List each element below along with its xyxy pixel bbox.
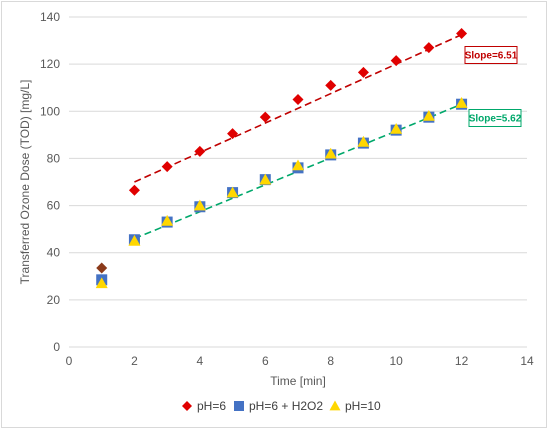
data-point-triangle (357, 135, 370, 147)
legend-label-ph10: pH=10 (345, 399, 381, 413)
data-point-diamond (423, 42, 435, 54)
data-point-triangle (193, 199, 206, 211)
legend-item-ph6-h2o2: pH=6 + H2O2 (234, 399, 323, 413)
data-point-triangle (259, 173, 272, 185)
trendlines (134, 33, 462, 240)
data-point-triangle (390, 122, 403, 134)
legend-label-ph6-h2o2: pH=6 + H2O2 (249, 399, 323, 413)
x-tick-label: 10 (389, 354, 403, 368)
data-point-diamond (227, 128, 239, 140)
legend-marker-triangle (329, 400, 341, 411)
data-point-triangle (324, 147, 337, 159)
y-tick-label: 60 (47, 199, 61, 213)
x-axis-title: Time [min] (270, 374, 326, 388)
data-point-triangle (226, 186, 239, 198)
data-point-triangle (128, 234, 141, 246)
legend-item-ph6: pH=6 (182, 399, 226, 413)
data-point-diamond (456, 28, 468, 39)
chart-frame: 0 20 40 60 80 100 120 140 0 2 4 6 8 10 12 14 Time [min]… (1, 1, 547, 428)
legend-item-ph10: pH=10 (329, 399, 381, 413)
data-point-diamond (96, 262, 108, 274)
y-tick-label: 0 (53, 340, 60, 354)
data-point-triangle (422, 110, 435, 121)
y-tick-label: 100 (40, 104, 60, 118)
legend: pH=6 pH=6 + H2O2 pH=10 (182, 399, 381, 413)
data-point-triangle (455, 97, 468, 108)
legend-label-ph6: pH=6 (197, 399, 226, 413)
legend-marker-square (234, 401, 244, 411)
y-axis-title: Transferred Ozone Dose (TOD) [mg/L] (18, 80, 32, 285)
x-tick-label: 2 (131, 354, 138, 368)
data-point-diamond (357, 66, 369, 78)
slope-annotation-h2o2: Slope=5.62 (468, 109, 522, 127)
trendline (134, 33, 462, 183)
slope-label-ph6: Slope=6.51 (465, 51, 518, 62)
chart: 0 20 40 60 80 100 120 140 0 2 4 6 8 10 12 14 Time [min]… (18, 10, 534, 413)
data-point-diamond (194, 145, 206, 157)
data-point-diamond (292, 94, 304, 105)
slope-label-h2o2: Slope=5.62 (469, 114, 522, 125)
x-tick-label: 0 (66, 354, 73, 368)
y-tick-label: 20 (47, 293, 61, 307)
x-tick-label: 8 (327, 354, 334, 368)
data-point-diamond (161, 161, 173, 173)
slope-annotation-ph6: Slope=6.51 (464, 46, 518, 64)
x-tick-label: 12 (455, 354, 469, 368)
gridlines (69, 16, 527, 348)
y-tick-label: 140 (40, 10, 60, 24)
data-point-triangle (292, 159, 304, 171)
data-point-diamond (128, 184, 140, 196)
data-point-diamond (325, 79, 337, 91)
data-point-triangle (95, 277, 108, 289)
x-tick-label: 14 (520, 354, 534, 368)
data-point-diamond (259, 111, 271, 123)
x-tick-label: 6 (262, 354, 269, 368)
data-point-triangle (161, 214, 174, 226)
data-points (95, 28, 468, 289)
y-tick-label: 120 (40, 57, 60, 71)
y-tick-label: 40 (47, 246, 61, 260)
legend-marker-diamond (182, 401, 192, 411)
y-tick-label: 80 (47, 151, 61, 165)
tick-labels: 0 20 40 60 80 100 120 140 0 2 4 6 8 10 12 14 (40, 10, 534, 368)
data-point-diamond (390, 55, 402, 67)
x-tick-label: 4 (197, 354, 204, 368)
